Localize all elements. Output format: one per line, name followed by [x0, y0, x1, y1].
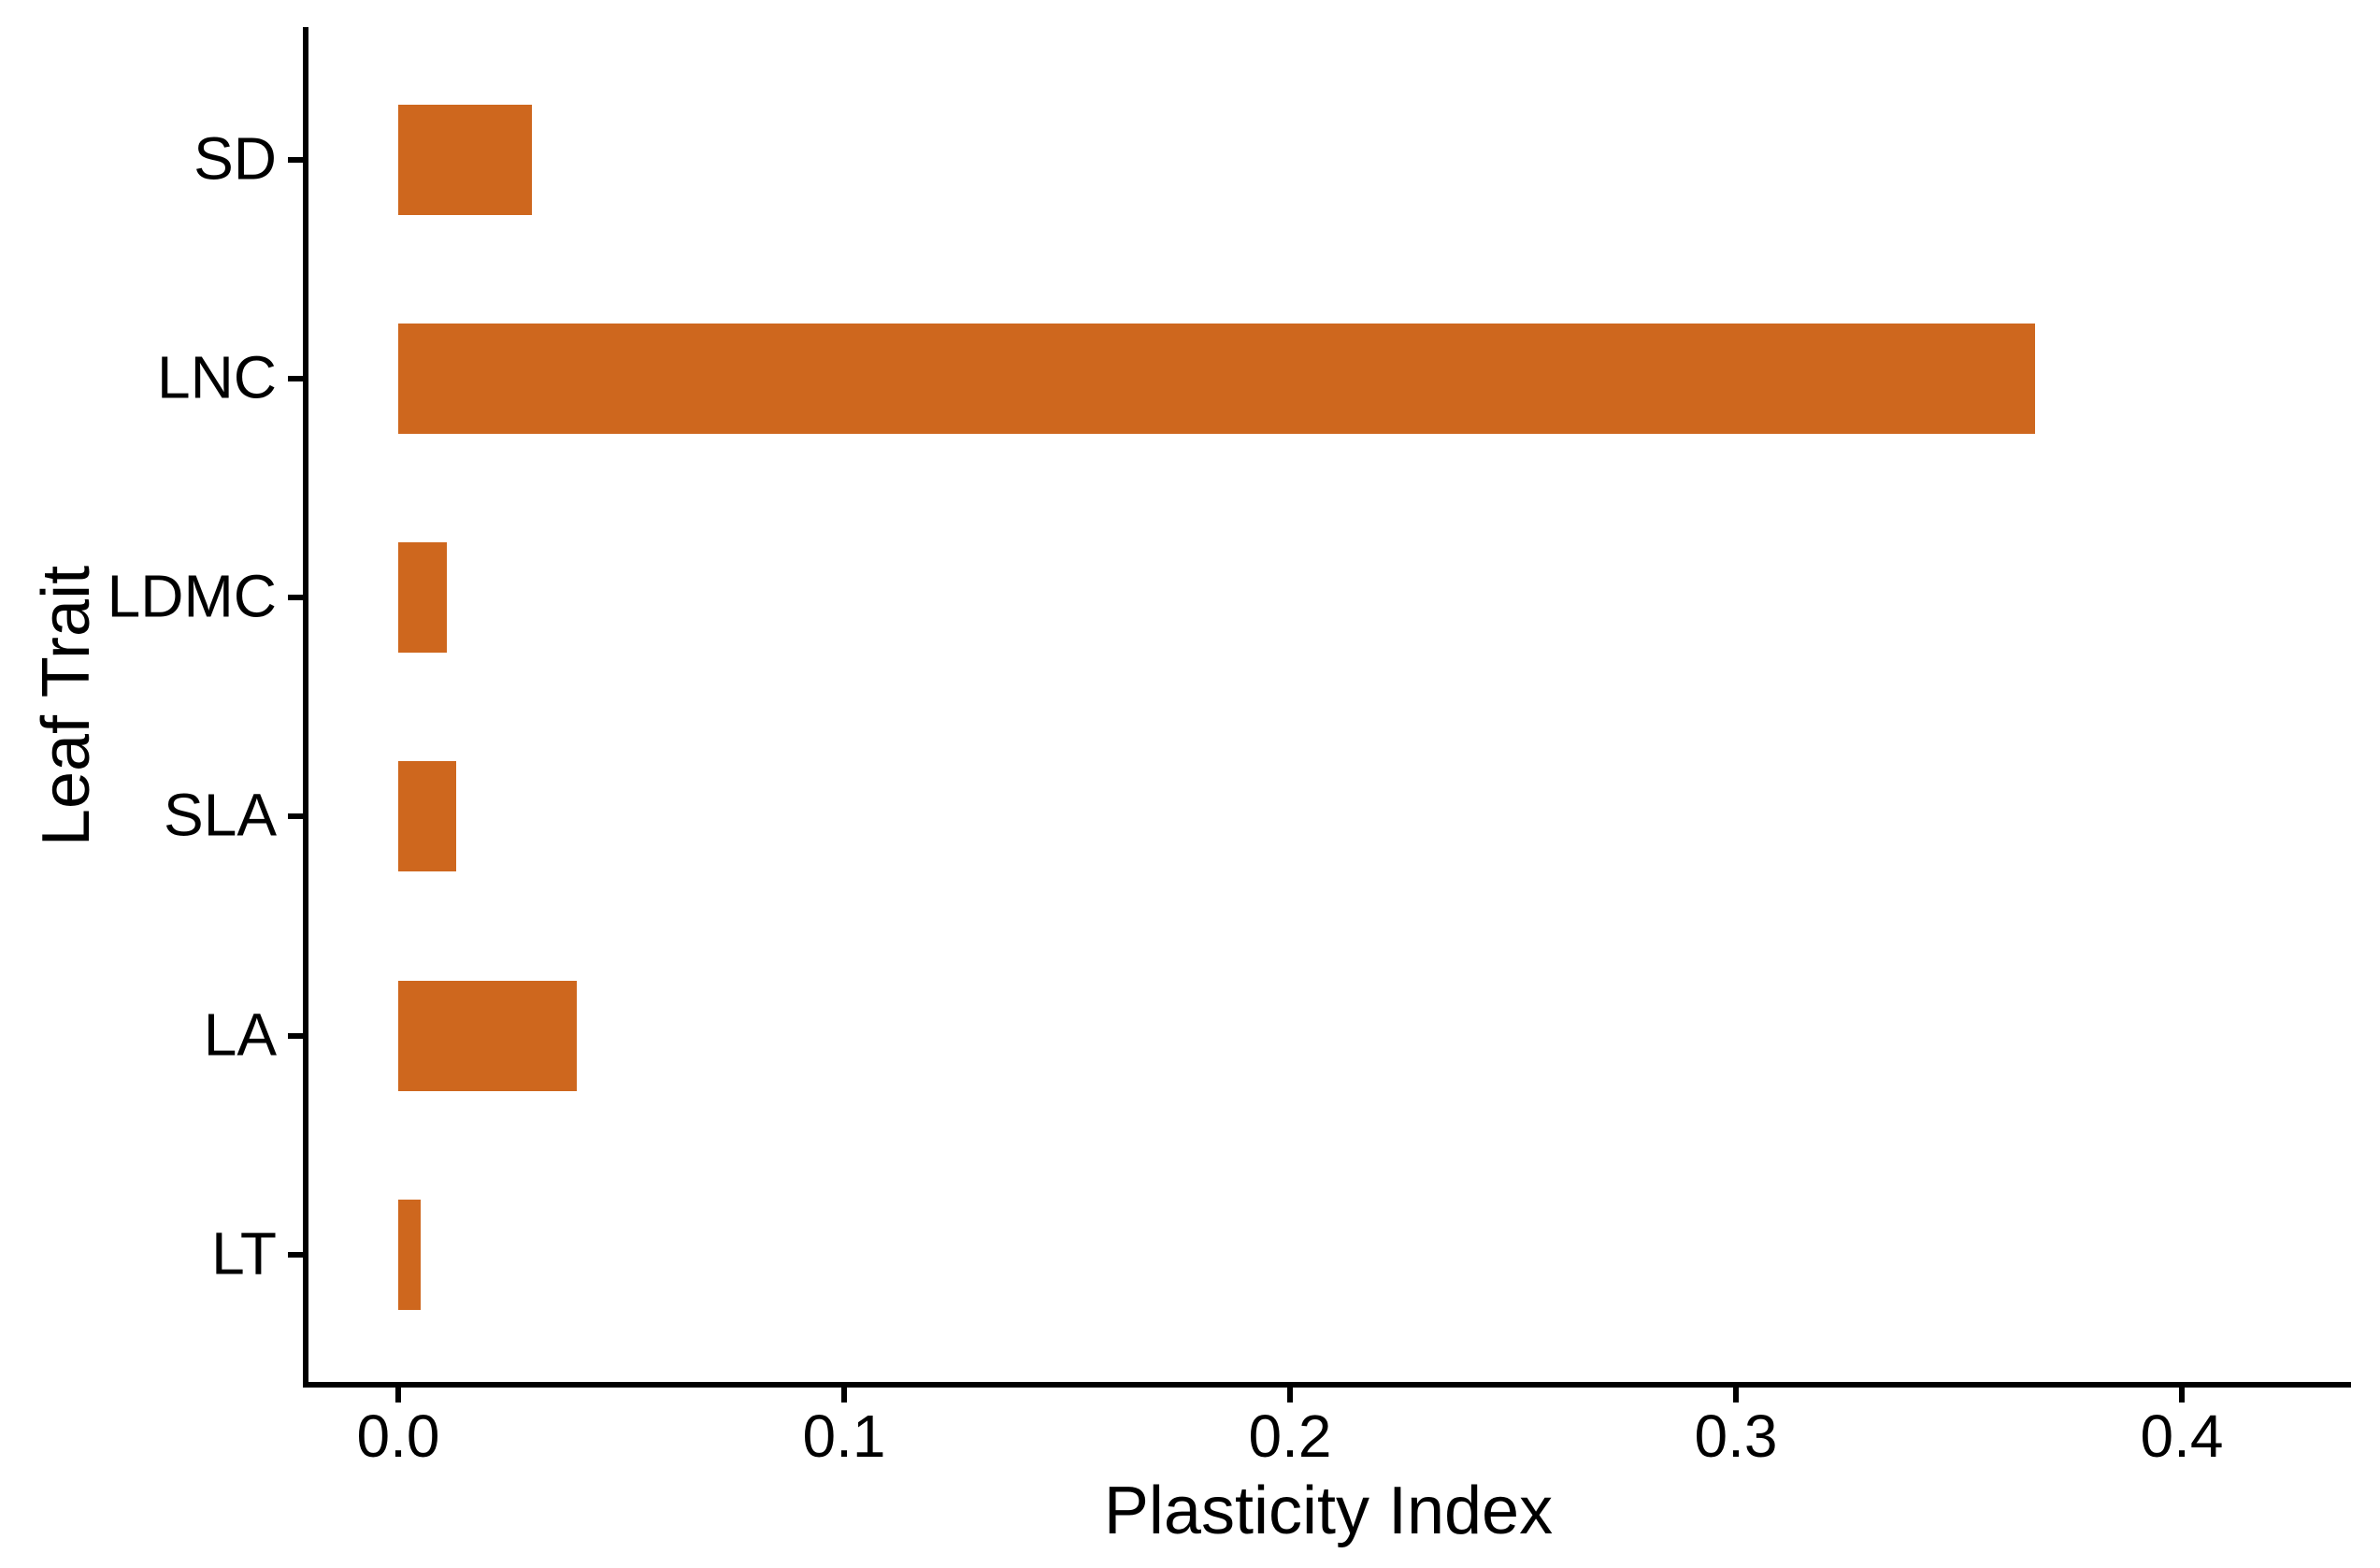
x-tick-mark-0.4 [2179, 1388, 2185, 1403]
x-tick-label-0.1: 0.1 [802, 1403, 886, 1470]
x-tick-label-0.4: 0.4 [2140, 1403, 2224, 1470]
bar-sla [398, 761, 456, 872]
x-tick-mark-0.2 [1287, 1388, 1293, 1403]
x-tick-label-0.2: 0.2 [1248, 1403, 1332, 1470]
y-tick-label-sla: SLA [164, 782, 277, 850]
y-tick-mark-lnc [288, 375, 303, 381]
x-tick-label-0.3: 0.3 [1694, 1403, 1778, 1470]
y-tick-mark-sla [288, 813, 303, 820]
bar-lnc [398, 323, 2035, 434]
bar-la [398, 980, 577, 1091]
bar-ldmc [398, 542, 447, 654]
x-tick-mark-0.0 [395, 1388, 401, 1403]
x-axis-title: Plasticity Index [1103, 1474, 1554, 1548]
y-tick-label-lt: LT [211, 1219, 277, 1287]
y-tick-label-lnc: LNC [156, 343, 277, 411]
y-tick-label-ldmc: LDMC [107, 562, 277, 630]
x-tick-label-0.0: 0.0 [356, 1403, 440, 1470]
y-tick-mark-ldmc [288, 595, 303, 601]
y-tick-label-sd: SD [194, 124, 277, 193]
x-tick-mark-0.1 [841, 1388, 847, 1403]
y-tick-mark-sd [288, 156, 303, 163]
y-tick-mark-la [288, 1032, 303, 1039]
y-axis-line [303, 27, 308, 1388]
y-tick-mark-lt [288, 1252, 303, 1258]
x-tick-mark-0.3 [1733, 1388, 1739, 1403]
x-axis-line [303, 1382, 2351, 1388]
y-tick-label-la: LA [203, 1000, 277, 1069]
bar-lt [398, 1200, 421, 1310]
bar-sd [398, 104, 532, 215]
